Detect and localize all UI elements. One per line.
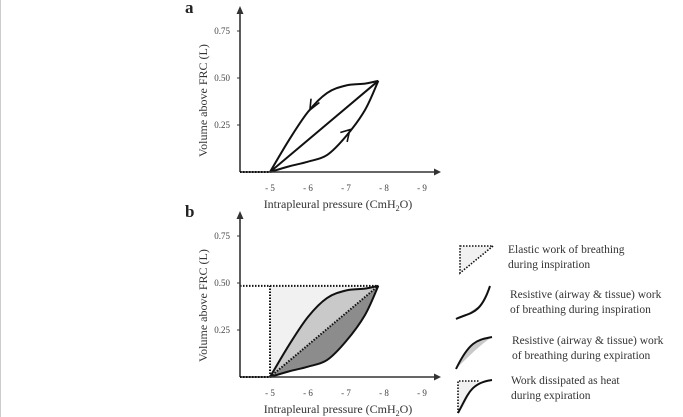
y-tick-label: 0.75 [214,26,230,36]
x-tick-label: - 6 [303,388,313,398]
panel-b: - 5 - 6 - 7 - 8 - 9 0.25 0.50 0.75 Intrapleural … [196,211,441,417]
legend-text: Work dissipated as heat [511,375,620,387]
legend-elastic-icon [459,245,496,275]
y-axis-label: Volume above FRC (L) [196,249,210,362]
legend-text: during expiration [511,390,591,402]
x-tick-label: - 6 [303,183,313,193]
legend-heat-expiration: Work dissipated as heat during expiratio… [511,374,620,404]
inspiration-curve [269,285,380,378]
arrow-inspiration-icon [340,128,351,143]
x-tick-label: - 5 [265,183,275,193]
panel-a: - 5 - 6 - 7 - 8 - 9 0.25 0.50 0.75 Intrapleural … [196,6,441,213]
legend-text: of breathing during expiration [512,350,651,362]
x-tick-label: - 8 [379,388,389,398]
y-axis-arrow-icon [236,6,244,14]
compliance-line [269,80,379,173]
y-axis-label: Volume above FRC (L) [196,44,210,157]
legend-resistive-inspiration-icon [456,286,490,319]
x-axis-arrow-icon [434,373,441,381]
legend-heat-icon [458,381,480,413]
x-tick-label: - 7 [341,388,351,398]
x-tick-label: - 7 [341,183,351,193]
legend-elastic-inspiration: Elastic work of breathing during inspira… [508,243,625,273]
dotted-diagonal-compliance [269,285,379,378]
x-tick-label: - 8 [379,183,389,193]
x-tick-label: - 9 [417,183,427,193]
expiration-curve [269,79,379,173]
panel-a-label: a [185,0,194,17]
y-tick-label: 0.50 [214,73,230,83]
legend-resistive-inspiration-curve [455,285,491,320]
panel-b-label: b [185,202,195,221]
x-axis-arrow-icon [434,168,441,176]
legend-resistive-expiration: Resistive (airway & tissue) work of brea… [512,334,663,364]
inspiration-curve [269,80,380,173]
legend-text: Resistive (airway & tissue) work [512,335,664,347]
legend-text: Resistive (airway & tissue) work [510,289,662,301]
legend-resistive-inspiration: Resistive (airway & tissue) work of brea… [510,288,661,318]
expiration-curve [269,284,379,378]
x-tick-label: - 5 [265,388,275,398]
legend-text: Elastic work of breathing [508,244,625,256]
y-axis-arrow-icon [236,211,244,219]
arrow-expiration-icon [308,98,320,112]
legend-text: during inspiration [508,259,591,271]
y-tick-label: 0.25 [214,325,230,335]
legend-heat-curve [457,379,493,414]
x-axis-label: Intrapleural pressure (CmH2O) [264,402,413,417]
legend-text: of breathing during inspiration [510,304,651,316]
resistive-inspiration-area [270,285,379,377]
legend-resistive-expiration-icon [456,337,492,369]
y-tick-label: 0.25 [214,120,230,130]
x-axis-label: Intrapleural pressure (CmH2O) [264,197,413,213]
legend-resistive-expiration-curve [455,336,493,370]
y-tick-label: 0.50 [214,278,230,288]
x-tick-label: - 9 [417,388,427,398]
y-tick-label: 0.75 [214,231,230,241]
